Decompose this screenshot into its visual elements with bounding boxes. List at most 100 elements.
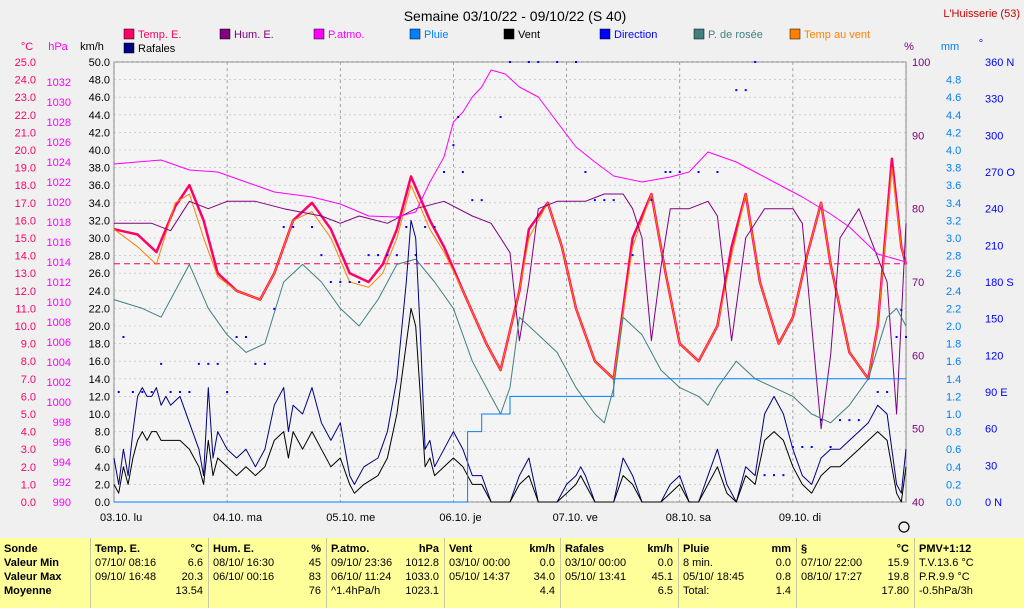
rain-tick-label: 3.0: [946, 233, 961, 245]
hum-axis-unit: %: [904, 41, 914, 53]
series-p-atmo-: [113, 69, 907, 263]
rain-tick-label: 2.4: [946, 286, 961, 298]
direction-point: [197, 362, 200, 365]
wind-tick-label: 12.0: [89, 391, 110, 403]
press-tick-label: 1000: [47, 397, 71, 409]
press-tick-label: 1032: [47, 77, 71, 89]
series-hum-e-: [114, 193, 907, 430]
wind-axis-unit: km/h: [80, 41, 104, 53]
direction-point: [339, 281, 342, 283]
series-vent: [113, 307, 907, 503]
stats-pmv-header: PMV+1:12: [919, 543, 972, 555]
rain-tick-label: 1.0: [946, 409, 961, 421]
stats-rafales-header: Rafales: [565, 543, 605, 555]
temp-tick-label: 23.0: [15, 92, 36, 104]
series-direction: [117, 61, 907, 477]
chart-title: Semaine 03/10/22 - 09/10/22 (S 40): [404, 8, 627, 24]
direction-point: [782, 474, 785, 477]
direction-point: [612, 199, 615, 202]
stats-temp-mean: 13.54: [175, 585, 203, 597]
temp-tick-label: 10.0: [15, 321, 36, 333]
wind-tick-label: 50.0: [89, 57, 110, 69]
rain-tick-label: 4.4: [946, 110, 961, 122]
rain-tick-label: 2.6: [946, 268, 961, 280]
stats-section-unit: °C: [896, 543, 909, 555]
dir-tick-label: 210: [985, 240, 1003, 252]
direction-point: [329, 281, 332, 283]
temp-tick-label: 5.0: [21, 409, 36, 421]
series-line: [113, 167, 907, 380]
station-name: L'Huisserie (53): [943, 8, 1020, 20]
legend-label: Temp. E.: [138, 29, 181, 41]
stats-hum-min-date: 08/10/ 16:30: [213, 557, 275, 569]
legend-swatch: [219, 28, 231, 40]
direction-point: [480, 199, 483, 202]
direction-point: [527, 61, 530, 63]
stats-temp-header: Temp. E.: [95, 543, 141, 555]
stats-col-section: § °C 07/10/ 22:00 15.9 08/10/ 17:27 19.8 17…: [796, 538, 913, 608]
direction-point: [452, 144, 455, 147]
press-tick-label: 994: [53, 457, 71, 469]
direction-point: [900, 309, 903, 312]
legend-item: Temp. E.: [123, 28, 181, 41]
direction-point: [839, 419, 841, 422]
direction-point: [245, 336, 247, 338]
series-rafales: [113, 219, 907, 503]
stats-press-unit: hPa: [418, 543, 439, 555]
press-tick-label: 990: [53, 497, 71, 509]
x-day-label: 06.10. je: [439, 512, 481, 524]
legend-swatch: [123, 42, 135, 54]
direction-point: [631, 254, 634, 257]
stats-label-max: Valeur Max: [4, 571, 62, 583]
direction-point: [697, 171, 700, 173]
stats-press-max: 1033.0: [405, 571, 439, 583]
dir-tick-label: 360 N: [985, 57, 1014, 69]
dir-tick-label: 120: [985, 350, 1003, 362]
stats-vent-min: 0.0: [539, 557, 555, 569]
stats-vent-min-date: 03/10/ 00:00: [449, 557, 511, 569]
direction-point: [141, 391, 144, 393]
press-tick-label: 998: [53, 417, 71, 429]
x-day-label: 09.10. di: [779, 512, 821, 524]
temp-tick-label: 0.0: [21, 497, 36, 509]
stats-temp-max-date: 09/10/ 16:48: [95, 571, 157, 583]
wind-tick-label: 38.0: [89, 163, 110, 175]
wind-tick-label: 36.0: [89, 180, 110, 192]
direction-point: [678, 171, 681, 173]
dir-tick-label: 30: [985, 460, 997, 472]
rain-tick-label: 1.4: [946, 374, 961, 386]
dir-tick-label: 180 S: [985, 277, 1014, 289]
stats-vent-header: Vent: [449, 543, 473, 555]
direction-point: [386, 254, 389, 257]
direction-point: [348, 281, 351, 283]
stats-col-hum: Hum. E.% 08/10/ 16:30 45 06/10/ 00:16 83 7…: [208, 538, 325, 608]
rain-tick-label: 3.2: [946, 215, 961, 227]
direction-point: [367, 254, 370, 257]
stats-pmv-line2: P.R.9.9 °C: [919, 571, 970, 583]
press-tick-label: 1014: [47, 257, 71, 269]
stats-rafales-max: 45.1: [651, 571, 673, 583]
direction-point: [443, 171, 445, 173]
wind-tick-label: 22.0: [89, 303, 110, 315]
stats-section-min-date: 07/10/ 22:00: [801, 557, 863, 569]
rain-tick-label: 0.0: [946, 497, 961, 509]
rain-tick-label: 3.8: [946, 163, 961, 175]
stats-hum-unit: %: [311, 543, 321, 555]
wind-tick-label: 10.0: [89, 409, 110, 421]
direction-point: [820, 419, 823, 422]
stats-vent-max-date: 05/10/ 14:37: [449, 571, 511, 583]
wind-tick-label: 44.0: [89, 110, 110, 122]
dir-tick-label: 60: [985, 424, 997, 436]
stats-pluie-interval: 8 min.: [683, 557, 713, 569]
press-tick-label: 1012: [47, 277, 71, 289]
direction-point: [169, 391, 172, 393]
direction-point: [395, 254, 398, 257]
stats-temp-max: 20.3: [181, 571, 203, 583]
hum-tick-label: 50: [912, 424, 924, 436]
stats-pluie-max: 0.8: [775, 571, 791, 583]
stats-rafales-min: 0.0: [657, 557, 673, 569]
direction-point: [273, 307, 276, 310]
press-tick-label: 1010: [47, 297, 71, 309]
stats-press-header: P.atmo.: [331, 543, 370, 555]
dir-tick-label: 150: [985, 314, 1003, 326]
